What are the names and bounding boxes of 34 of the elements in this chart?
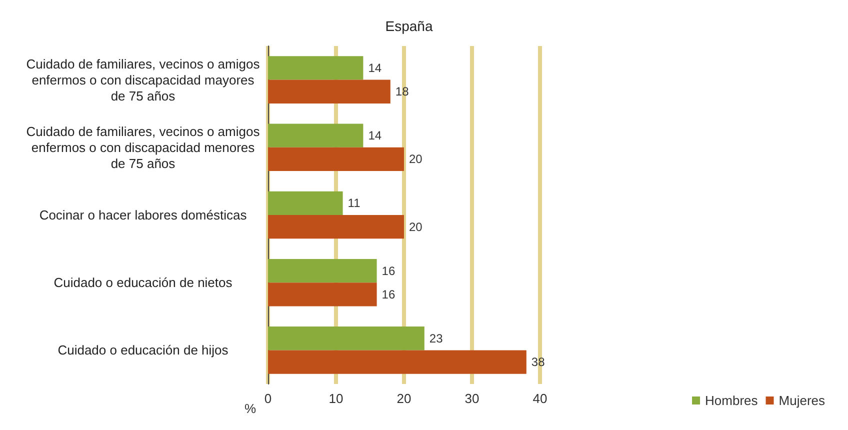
data-label: 20: [409, 220, 423, 234]
bar: [268, 258, 377, 283]
data-label: 16: [382, 287, 396, 302]
y-tick-label: Cuidado o educación de nietos: [54, 275, 233, 290]
y-tick-label: Cuidado de familiares, vecinos o amigos enfermos o con discapacidad mayores de 75 años: [26, 56, 260, 104]
bar: [268, 147, 404, 172]
x-tick-label: 30: [464, 391, 480, 406]
data-label: 14: [368, 60, 382, 75]
legend-label: Hombres: [705, 393, 758, 408]
bar: [268, 124, 364, 148]
bar: [268, 215, 404, 239]
x-tick-label: 20: [396, 391, 412, 406]
bar: [268, 326, 424, 350]
chart-title: España: [385, 18, 433, 34]
bar: [268, 56, 364, 80]
y-tick-label: Cuidado de familiares, vecinos o amigos enfermos o con discapacidad menores de 75 años: [26, 124, 260, 171]
bar: [268, 191, 343, 215]
bar: [268, 282, 377, 306]
x-axis-title: %: [244, 401, 256, 416]
legend-label: Mujeres: [778, 393, 826, 408]
y-tick-label: Cocinar o hacer labores domésticas: [39, 208, 248, 222]
data-label: 20: [409, 152, 423, 166]
data-label: 18: [395, 84, 410, 99]
data-label: 11: [348, 196, 361, 210]
y-tick-label: Cuidado o educación de hijos: [58, 342, 229, 358]
x-tick-label: 10: [328, 391, 344, 406]
bar: [268, 350, 526, 374]
data-label: 16: [382, 264, 396, 278]
data-label: 23: [429, 331, 444, 346]
data-label: 38: [531, 355, 546, 370]
x-tick-label: 40: [532, 391, 548, 406]
bar: [268, 80, 390, 104]
x-tick-label: 0: [264, 391, 272, 406]
data-label: 14: [368, 128, 382, 143]
